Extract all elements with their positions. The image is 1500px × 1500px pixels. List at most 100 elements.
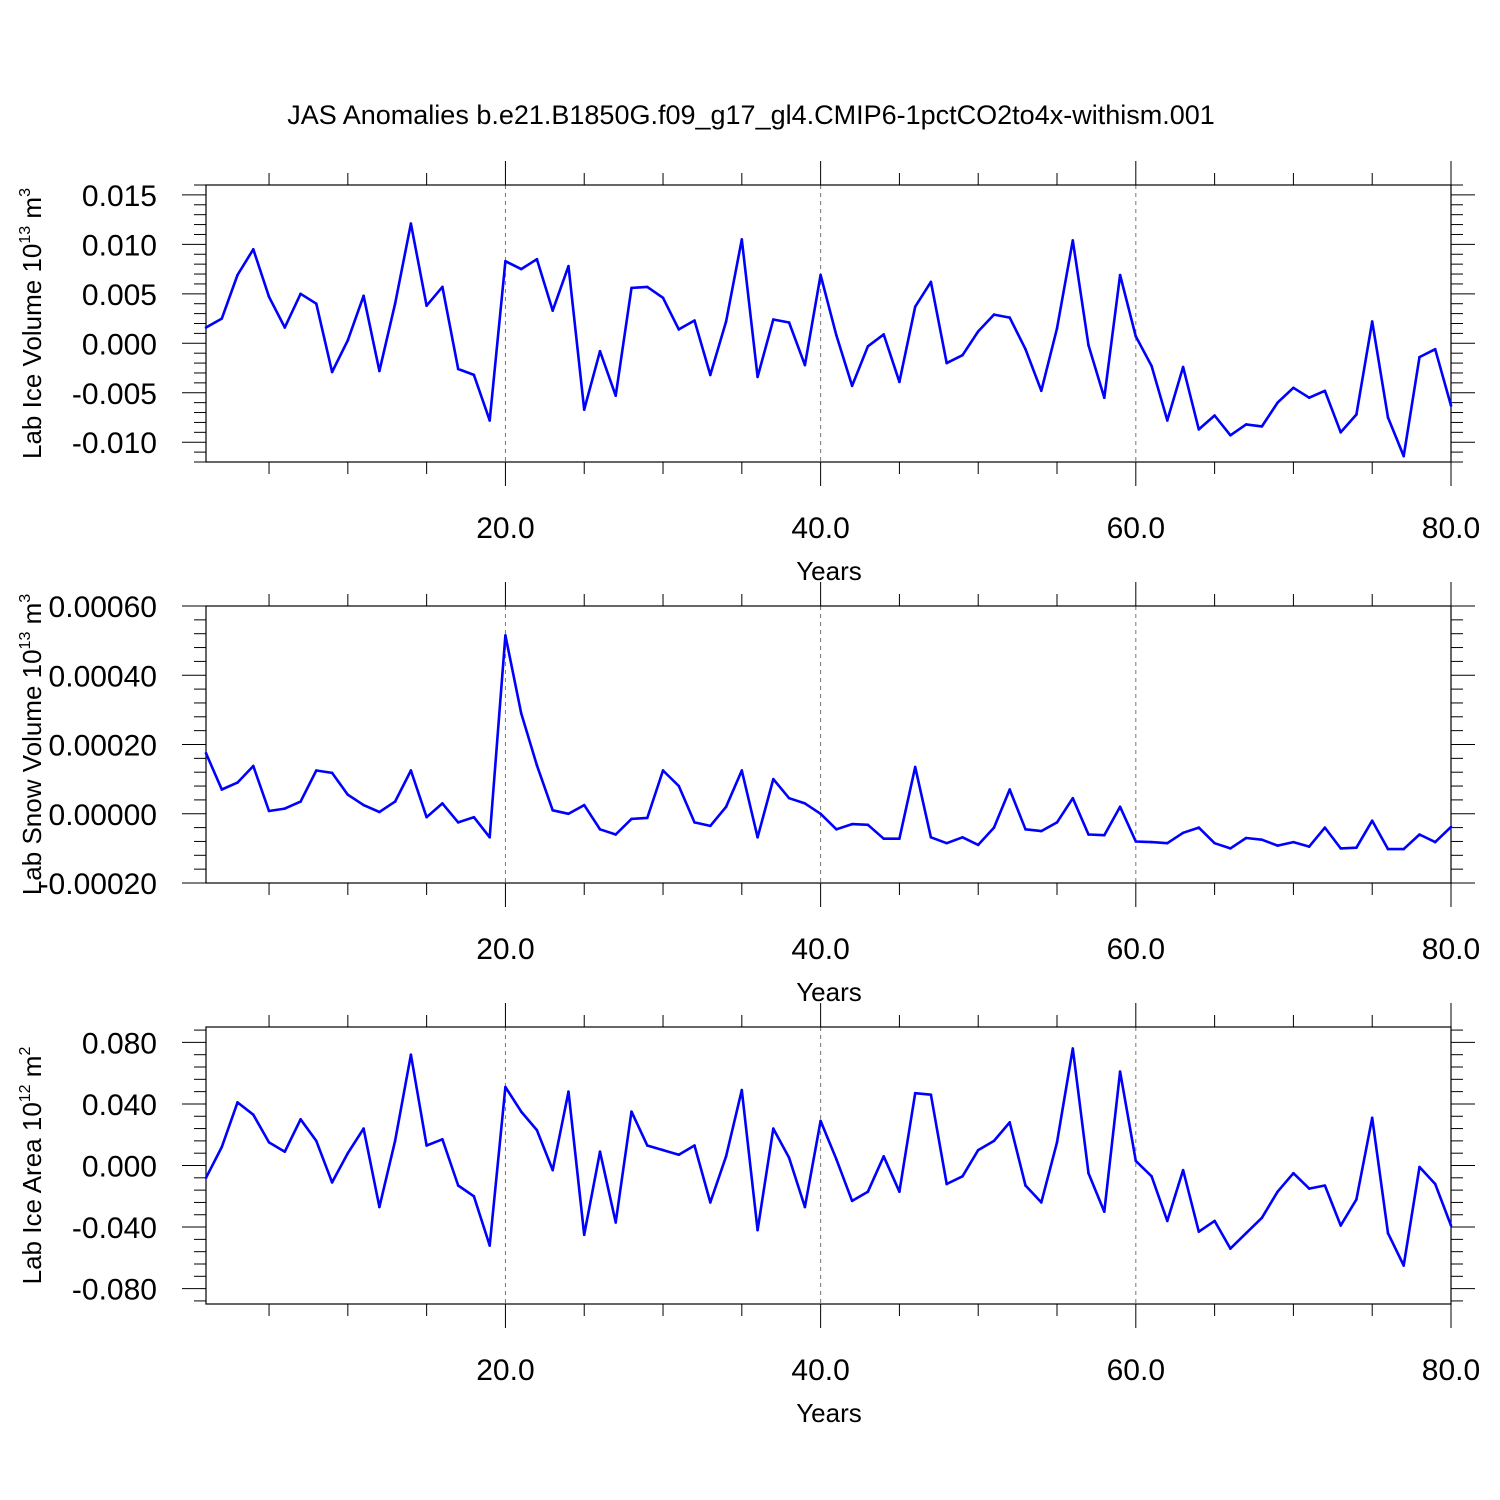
data-point-59	[1118, 273, 1122, 277]
data-point-16	[441, 1138, 444, 1141]
data-point-8	[315, 769, 318, 772]
data-point-51	[992, 1139, 996, 1143]
data-series-line	[205, 222, 1453, 458]
data-point-1	[204, 751, 208, 755]
data-point-17	[456, 821, 460, 824]
data-point-24	[567, 264, 570, 268]
data-point-19	[488, 1244, 491, 1247]
data-point-52	[1008, 1121, 1012, 1124]
x-tick-label-1: 40.0	[791, 512, 849, 545]
data-point-3	[236, 1101, 239, 1104]
data-point-22	[535, 1128, 539, 1132]
data-point-59	[1118, 1070, 1122, 1073]
data-point-71	[1307, 396, 1311, 399]
data-point-31	[677, 1153, 681, 1157]
x-axis-label: Years	[796, 977, 862, 1007]
data-point-71	[1307, 845, 1311, 848]
data-point-26	[598, 1150, 602, 1153]
y-axis-label-ylabel-exp: 12	[17, 1084, 34, 1102]
data-point-7	[299, 292, 302, 296]
data-point-38	[787, 321, 791, 324]
y-axis-label-ylabel-unit: m	[17, 1056, 47, 1085]
data-point-37	[772, 777, 775, 781]
data-point-26	[598, 828, 602, 831]
data-point-76	[1386, 1231, 1390, 1235]
x-tick-label-2: 60.0	[1107, 512, 1165, 545]
data-point-75	[1370, 819, 1374, 822]
data-point-44	[882, 837, 885, 840]
data-point-41	[835, 828, 838, 831]
data-point-37	[772, 318, 775, 321]
data-point-80	[1449, 825, 1453, 829]
data-point-46	[913, 765, 917, 769]
data-point-23	[551, 309, 555, 312]
y-tick-label-1: -0.040	[72, 1212, 157, 1245]
data-point-43	[866, 1190, 870, 1193]
data-point-23	[551, 1168, 555, 1172]
x-tick-label-1: 40.0	[791, 1354, 849, 1387]
y-tick-label-0: -0.080	[72, 1274, 157, 1307]
x-tick-label-0: 20.0	[476, 512, 534, 545]
x-tick-label-3: 80.0	[1422, 1354, 1480, 1387]
data-point-6	[283, 807, 287, 810]
data-point-47	[929, 1093, 933, 1097]
data-point-72	[1323, 389, 1327, 393]
data-point-71	[1307, 1187, 1311, 1190]
data-point-34	[724, 320, 728, 323]
data-point-13	[393, 1139, 397, 1143]
x-tick-label-3: 80.0	[1422, 933, 1480, 966]
y-axis-label-ylabel: Lab Ice Area 10	[17, 1102, 47, 1284]
data-point-57	[1087, 833, 1090, 836]
data-point-57	[1087, 343, 1090, 347]
data-point-47	[929, 835, 933, 839]
data-point-20	[504, 1085, 507, 1089]
data-point-66	[1229, 847, 1232, 850]
data-point-15	[425, 304, 428, 307]
data-point-49	[961, 1174, 964, 1178]
data-point-47	[929, 280, 933, 284]
data-point-35	[740, 1088, 744, 1092]
data-point-20	[504, 259, 507, 263]
panel-ice-area: 20.0 40.0 60.0 80.0 Years -0.080 -0.040 0.000 0.…	[17, 1003, 1480, 1428]
data-point-3	[236, 781, 239, 784]
x-axis-label: Years	[796, 556, 862, 586]
data-point-66	[1229, 1247, 1232, 1250]
data-point-55	[1055, 327, 1059, 330]
data-point-68	[1260, 425, 1264, 428]
data-point-36	[756, 375, 759, 379]
data-point-53	[1024, 1184, 1027, 1187]
data-point-66	[1229, 433, 1232, 437]
y-tick-label-1: 0.00000	[49, 799, 157, 832]
data-point-42	[850, 822, 854, 826]
data-point-68	[1260, 1216, 1264, 1220]
data-point-17	[456, 367, 460, 371]
data-point-52	[1008, 788, 1012, 791]
data-point-49	[961, 835, 964, 839]
data-point-74	[1355, 1198, 1358, 1201]
panel-snow-volume: 20.0 40.0 60.0 80.0 Years -0.00020 0.00000 0.00…	[17, 582, 1480, 1007]
data-point-42	[850, 384, 854, 388]
data-point-32	[693, 319, 696, 322]
data-point-74	[1355, 413, 1358, 416]
data-point-4	[251, 764, 255, 768]
data-point-54	[1039, 389, 1043, 393]
data-point-30	[661, 769, 665, 772]
y-axis-label-ylabel-unit-exp: 3	[17, 188, 34, 197]
y-tick-label-4: 0.010	[82, 229, 157, 262]
data-series-line	[204, 1047, 1453, 1267]
data-point-10	[346, 1151, 350, 1155]
data-point-33	[709, 824, 712, 828]
data-point-15	[425, 815, 428, 819]
data-point-69	[1276, 844, 1279, 847]
data-point-6	[283, 1150, 287, 1153]
y-tick-label-3: 0.00040	[49, 660, 157, 693]
data-point-33	[709, 373, 712, 377]
x-tick-label-1: 40.0	[791, 933, 849, 966]
data-point-18	[472, 373, 476, 377]
data-point-62	[1166, 841, 1169, 845]
data-point-21	[519, 1110, 523, 1113]
data-point-43	[866, 823, 870, 827]
data-point-8	[315, 1139, 318, 1143]
data-point-29	[645, 816, 649, 820]
data-point-31	[677, 784, 681, 788]
